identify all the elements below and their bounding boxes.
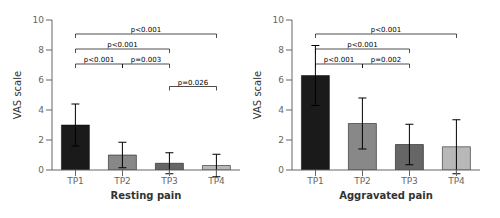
svg-text:p<0.001: p<0.001 (84, 56, 114, 64)
svg-text:Resting pain: Resting pain (111, 190, 182, 201)
svg-text:TP1: TP1 (306, 176, 324, 186)
svg-text:2: 2 (38, 135, 44, 145)
svg-text:TP3: TP3 (400, 176, 418, 186)
svg-text:Aggravated pain: Aggravated pain (339, 190, 433, 201)
svg-text:TP2: TP2 (353, 176, 371, 186)
svg-text:8: 8 (38, 45, 44, 55)
svg-text:6: 6 (38, 75, 44, 85)
svg-text:4: 4 (38, 105, 44, 115)
svg-text:p<0.001: p<0.001 (324, 56, 354, 64)
svg-text:p=0.002: p=0.002 (371, 56, 401, 64)
svg-text:2: 2 (278, 135, 284, 145)
svg-text:4: 4 (278, 105, 284, 115)
svg-text:6: 6 (278, 75, 284, 85)
svg-text:VAS scale: VAS scale (252, 71, 263, 119)
svg-text:p=0.026: p=0.026 (178, 79, 209, 87)
svg-text:TP4: TP4 (207, 176, 225, 186)
svg-text:10: 10 (33, 15, 45, 25)
svg-text:VAS scale: VAS scale (12, 71, 23, 119)
svg-text:10: 10 (273, 15, 285, 25)
svg-text:p<0.001: p<0.001 (371, 26, 401, 34)
svg-text:p<0.001: p<0.001 (107, 41, 137, 49)
svg-text:0: 0 (38, 165, 44, 175)
svg-text:TP1: TP1 (66, 176, 84, 186)
svg-text:TP3: TP3 (160, 176, 178, 186)
svg-text:p<0.001: p<0.001 (131, 26, 161, 34)
svg-text:TP2: TP2 (113, 176, 131, 186)
svg-text:TP4: TP4 (447, 176, 465, 186)
svg-text:p<0.001: p<0.001 (347, 41, 377, 49)
svg-text:p=0.003: p=0.003 (131, 56, 161, 64)
svg-text:8: 8 (278, 45, 284, 55)
svg-text:0: 0 (278, 165, 284, 175)
